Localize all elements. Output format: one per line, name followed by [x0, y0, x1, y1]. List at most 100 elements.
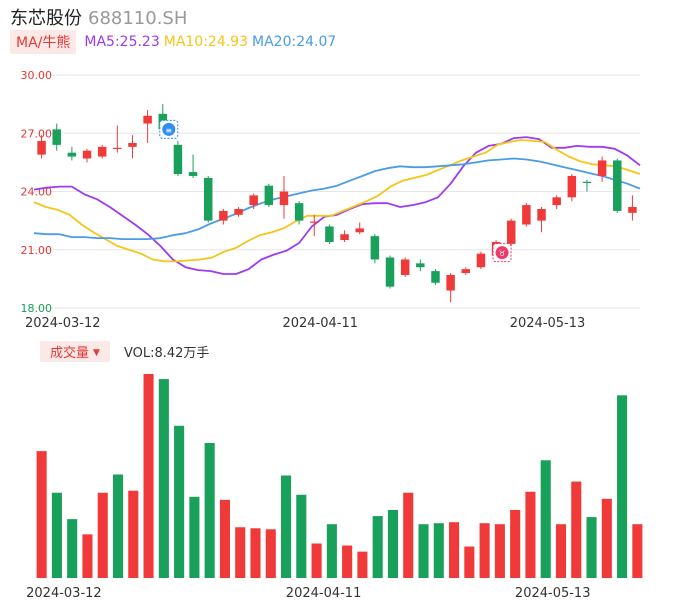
volume-bar [36, 451, 47, 578]
event-markers[interactable]: ≡♉ [159, 119, 512, 263]
candle-body [567, 175, 577, 198]
candle [416, 259, 425, 272]
moving-average-lines [33, 136, 641, 275]
volume-bar [67, 519, 78, 578]
volume-bar [449, 522, 460, 578]
candle-body [461, 269, 471, 274]
candle [597, 156, 607, 182]
candle [203, 175, 213, 223]
volume-bar [510, 510, 521, 578]
volume-bar [617, 395, 628, 578]
candle-body [476, 253, 486, 268]
news-badge-icon[interactable]: ≡ [159, 119, 179, 139]
volume-bar [112, 474, 124, 578]
candle-body [431, 271, 440, 283]
volume-value-label: VOL:8.42万手 [123, 345, 210, 361]
bull-badge-icon-dot [495, 246, 509, 260]
candle-body [310, 221, 319, 223]
volume-bar [189, 496, 200, 578]
candlesticks [37, 104, 637, 303]
candle [97, 144, 107, 159]
candle [188, 154, 198, 178]
candle-body [82, 150, 92, 159]
candle-body [628, 207, 637, 213]
candle [173, 141, 183, 176]
candle-body [67, 152, 77, 157]
candle-body [613, 160, 622, 211]
volume-bar [296, 494, 307, 578]
candle [476, 251, 486, 270]
volume-bars [36, 374, 643, 578]
volume-bar [342, 545, 353, 578]
volume-x-axis: 2024-03-12 2024-04-11 2024-05-13 [26, 586, 590, 601]
x-tick-label: 2024-05-13 [515, 586, 591, 601]
candle-body [416, 263, 425, 268]
volume-bar [143, 374, 154, 578]
candle [431, 269, 440, 285]
candle-body [552, 197, 561, 206]
candle [400, 257, 410, 277]
ma5-line [33, 136, 641, 275]
volume-bar [265, 529, 276, 578]
volume-bar [158, 379, 169, 578]
chevron-down-icon: ▼ [93, 347, 100, 358]
volume-bar [174, 425, 185, 578]
volume-bar [586, 517, 597, 578]
volume-indicator-button[interactable]: 成交量 ▼ [40, 340, 110, 362]
candle [522, 203, 531, 227]
y-tick-label: 27.00 [21, 127, 53, 140]
volume-bar [219, 499, 230, 578]
volume-bar [525, 491, 536, 578]
candle [506, 218, 516, 246]
candle [370, 234, 380, 264]
candle [355, 222, 364, 235]
candle-body [37, 141, 46, 155]
candle [325, 224, 334, 244]
volume-bar [571, 481, 582, 578]
candle [537, 207, 546, 233]
volume-bar [555, 524, 567, 578]
candle [294, 201, 304, 225]
volume-bar [326, 524, 337, 578]
candle-body [537, 208, 546, 221]
candle [264, 183, 274, 208]
stock-code: 688110.SH [88, 8, 188, 29]
candle-body [219, 210, 228, 221]
volume-bar [494, 524, 505, 578]
candle-body [113, 147, 122, 150]
candle [461, 267, 471, 275]
candle-body [582, 181, 592, 183]
volume-bar [311, 543, 322, 578]
candle-body [355, 228, 364, 233]
candle-body [188, 172, 198, 176]
candle-body [294, 203, 304, 221]
volume-bar [82, 534, 93, 578]
candle-body [203, 177, 213, 221]
candle [567, 174, 577, 202]
y-tick-label: 21.00 [21, 244, 53, 257]
candle-body [143, 115, 152, 124]
bull-badge-icon[interactable]: ♉ [492, 243, 512, 263]
candle-body [522, 205, 531, 225]
candle [385, 255, 395, 289]
candle [310, 214, 319, 237]
volume-bar [204, 443, 215, 578]
volume-bar [280, 475, 292, 578]
news-badge-icon-dot [162, 122, 176, 136]
volume-bar [387, 510, 399, 578]
candle-body [52, 129, 61, 145]
candle [52, 123, 61, 151]
ma20-legend-label: MA20:24.07 [252, 34, 337, 50]
candle-body [279, 191, 289, 206]
candle [279, 175, 289, 219]
candle [143, 109, 152, 143]
candle [67, 146, 77, 161]
ma10-line [33, 139, 641, 263]
ma5-legend-label: MA5:25.23 [84, 34, 160, 50]
candle-body [325, 226, 334, 242]
candle [582, 179, 592, 192]
candle [340, 230, 349, 242]
candle [128, 135, 137, 159]
ma-toggle-button[interactable]: MA/牛熊 [10, 30, 77, 54]
